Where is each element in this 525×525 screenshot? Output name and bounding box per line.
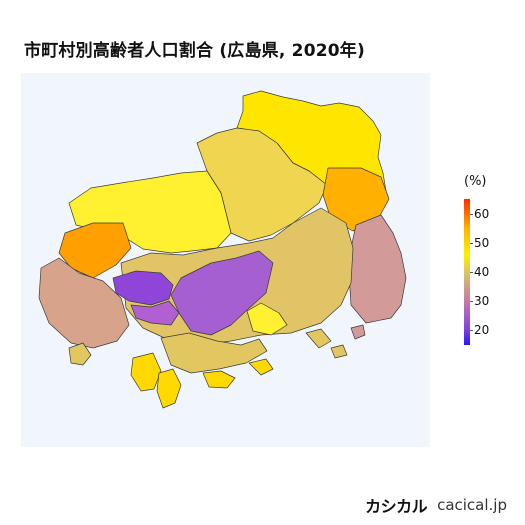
legend-color-bar (464, 199, 470, 345)
region-small-purple (130, 300, 180, 326)
region-south-east-mauve (348, 214, 407, 324)
legend-tick-label: 30 (470, 295, 514, 307)
region-island-1 (130, 352, 162, 392)
map-panel (21, 73, 430, 447)
region-island-3 (202, 370, 236, 389)
legend-tick-label: 60 (470, 208, 514, 220)
region-island-4 (248, 358, 274, 376)
legend-title: (%) (464, 174, 487, 189)
brand: カシカル cacical.jp (365, 493, 507, 517)
region-south-coast-yellow (246, 302, 288, 336)
brand-url: cacical.jp (437, 496, 507, 514)
region-orange-west (58, 222, 132, 279)
region-island-6 (305, 328, 332, 349)
region-island-8 (330, 344, 348, 359)
legend-tick-label: 20 (470, 324, 514, 336)
region-north-central (196, 127, 328, 242)
legend-tick-label: 50 (470, 237, 514, 249)
region-south-coast (160, 332, 268, 374)
legend-tick-label: 40 (470, 266, 514, 278)
region-island-2 (156, 368, 182, 409)
region-island-5 (68, 342, 92, 366)
region-west-mauve (38, 257, 130, 349)
region-island-7 (350, 324, 366, 340)
choropleth-map (38, 90, 407, 409)
page-title: 市町村別高齢者人口割合 (広島県, 2020年) (24, 41, 365, 61)
brand-logo: カシカル (365, 497, 428, 516)
region-hiroshima-city (112, 270, 174, 306)
